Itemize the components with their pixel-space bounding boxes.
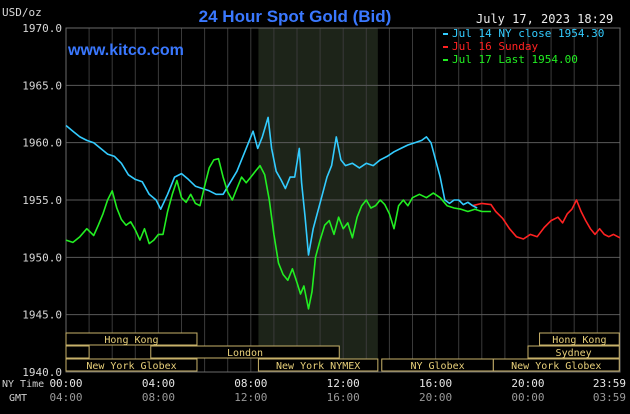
chart-title: 24 Hour Spot Gold (Bid) bbox=[199, 7, 392, 26]
legend-swatch bbox=[443, 59, 448, 61]
session-label: Sydney bbox=[556, 348, 592, 359]
x-tick-label-ny: 20:00 bbox=[511, 377, 544, 390]
watermark: www.kitco.com bbox=[67, 42, 184, 59]
y-tick-label: 1965.0 bbox=[22, 79, 62, 92]
x-tick-label-gmt: 00:00 bbox=[511, 391, 544, 404]
x-tick-label-gmt: 04:00 bbox=[49, 391, 82, 404]
x-axis-ticks: 00:0004:0004:0008:0008:0012:0012:0016:00… bbox=[49, 377, 626, 404]
y-tick-label: 1955.0 bbox=[22, 194, 62, 207]
y-axis-ticks: 1970.0 1965.0 1960.0 1955.0 1950.0 1945.0 1940… bbox=[22, 22, 62, 379]
session-box bbox=[150, 345, 340, 359]
x-tick-label-ny: 00:00 bbox=[49, 377, 82, 390]
legend-swatch bbox=[443, 46, 448, 48]
y-axis-unit: USD/oz bbox=[2, 6, 42, 19]
grid-lines bbox=[66, 28, 620, 372]
session-label: Hong Kong bbox=[552, 335, 606, 346]
session-label: London bbox=[227, 348, 263, 359]
session-box bbox=[527, 345, 620, 359]
y-tick-label: 1970.0 bbox=[22, 22, 62, 35]
session-label: New York NYMEX bbox=[276, 361, 360, 372]
session-label: NY Globex bbox=[410, 361, 464, 372]
legend-entry: Jul 17 Last 1954.00 bbox=[452, 53, 578, 66]
series-line-jul-17 bbox=[65, 157, 491, 310]
x-tick-label-gmt: 16:00 bbox=[327, 391, 360, 404]
series-line-jul-14 bbox=[65, 116, 478, 256]
y-tick-label: 1960.0 bbox=[22, 137, 62, 150]
session-label: Hong Kong bbox=[104, 335, 158, 346]
session-box bbox=[65, 332, 198, 346]
session-label: New York Globex bbox=[86, 361, 176, 372]
series-line-jul-16 bbox=[472, 199, 621, 240]
x-tick-label-ny: 08:00 bbox=[234, 377, 267, 390]
x-tick-label-gmt: 12:00 bbox=[234, 391, 267, 404]
x-tick-label-ny: 16:00 bbox=[419, 377, 452, 390]
x-tick-label-ny: 23:59 bbox=[593, 377, 626, 390]
x-axis-label-gmt: GMT bbox=[9, 393, 27, 404]
session-label: New York Globex bbox=[511, 361, 601, 372]
y-tick-label: 1940.0 bbox=[22, 366, 62, 379]
market-sessions: Hong Kong Hong Kong London Sydney New York G… bbox=[65, 332, 620, 372]
chart-date: July 17, 2023 18:29 bbox=[476, 12, 613, 26]
legend-entry: Jul 16 Sunday bbox=[452, 40, 538, 53]
x-axis-label-ny-time: NY Time bbox=[2, 379, 44, 390]
price-series bbox=[65, 116, 621, 310]
x-tick-label-ny: 12:00 bbox=[327, 377, 360, 390]
legend-swatch bbox=[443, 33, 448, 35]
y-tick-label: 1950.0 bbox=[22, 251, 62, 264]
session-box bbox=[539, 332, 620, 346]
y-tick-label: 1945.0 bbox=[22, 309, 62, 322]
legend-entry: Jul 14 NY close 1954.30 bbox=[452, 27, 604, 40]
session-box bbox=[492, 358, 620, 372]
x-tick-label-ny: 04:00 bbox=[142, 377, 175, 390]
session-box bbox=[65, 345, 90, 359]
plot-border bbox=[65, 27, 621, 373]
session-box bbox=[257, 358, 379, 372]
x-tick-label-gmt: 08:00 bbox=[142, 391, 175, 404]
session-box bbox=[65, 358, 198, 372]
x-tick-label-gmt: 20:00 bbox=[419, 391, 452, 404]
x-tick-label-gmt: 03:59 bbox=[593, 391, 626, 404]
